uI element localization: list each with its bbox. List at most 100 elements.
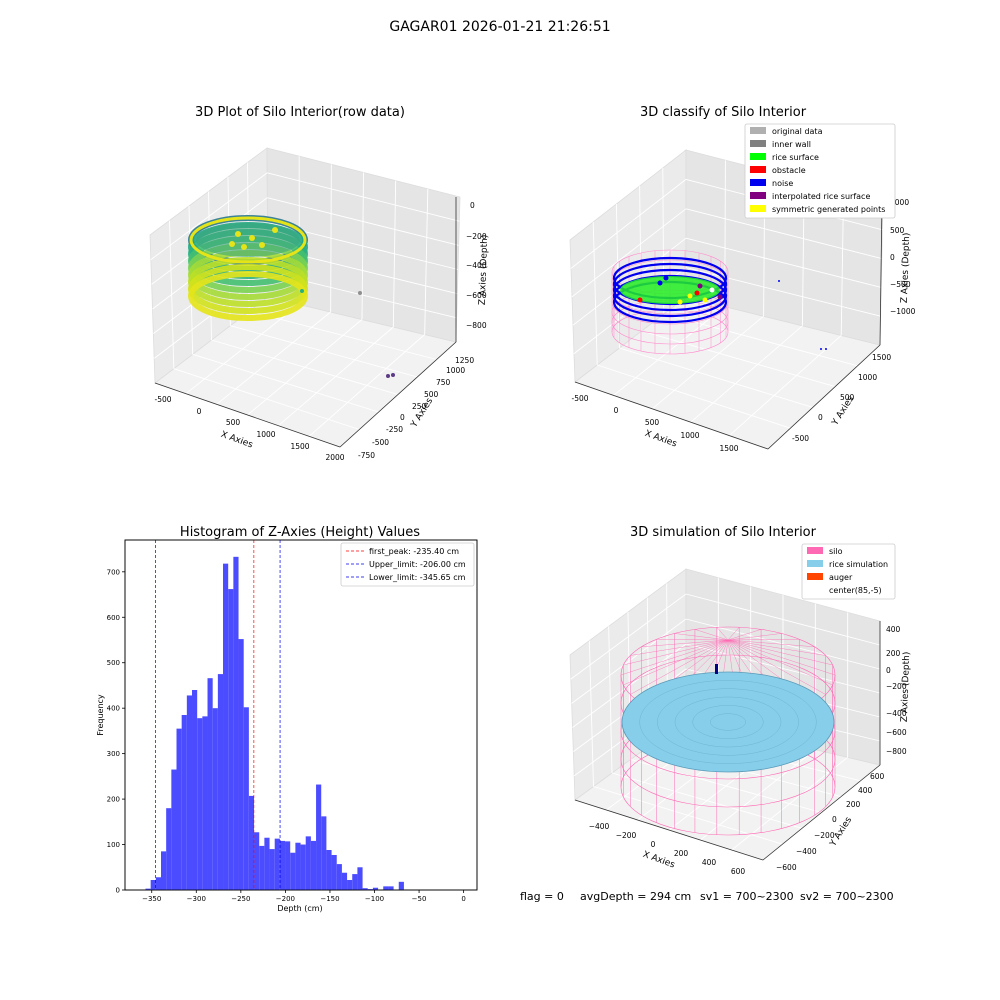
data-point xyxy=(235,231,241,237)
histogram-bar xyxy=(341,872,348,890)
x-tick-label: 1500 xyxy=(719,444,738,453)
histogram-bar xyxy=(238,639,244,890)
histogram-bar xyxy=(217,674,224,890)
x-axis-line xyxy=(154,382,341,448)
figure-title: GAGAR01 2026-01-21 21:26:51 xyxy=(389,19,610,35)
y-tick-label: 300 xyxy=(107,750,120,758)
y-axis-line xyxy=(767,344,881,450)
histogram-bar xyxy=(398,881,404,890)
z-tick-label: −800 xyxy=(886,747,907,756)
y-tick-label: 0 xyxy=(400,413,405,422)
x-tick-label: −200 xyxy=(276,895,295,903)
z-tick-label: −200 xyxy=(466,232,487,241)
z-tick-label: 200 xyxy=(886,649,901,658)
silo-roof-wire xyxy=(641,639,729,647)
y-tick-label: −600 xyxy=(776,863,797,872)
y-tick-label: 250 xyxy=(412,402,427,411)
x-tick-label: −400 xyxy=(589,822,610,831)
x-tick-label: 500 xyxy=(645,418,660,427)
grid-line xyxy=(571,208,687,298)
x-tick-label: 2000 xyxy=(325,453,344,462)
z-tick-label: −800 xyxy=(466,321,487,330)
silo-roof-wire xyxy=(727,629,762,641)
point-band xyxy=(189,216,307,264)
histogram-bar xyxy=(269,849,275,890)
data-point xyxy=(386,374,390,378)
z-tick-label: −200 xyxy=(886,682,907,691)
histogram-bar xyxy=(388,886,394,890)
grid-line xyxy=(651,315,764,410)
histogram-bar xyxy=(223,563,229,890)
classified-point xyxy=(677,299,683,305)
x-tick-label: 600 xyxy=(731,867,746,876)
rice-mesh-line xyxy=(657,688,799,756)
silo-roof-wire xyxy=(727,639,833,686)
histogram-bar xyxy=(336,864,342,890)
x-tick-label: 1500 xyxy=(290,442,309,451)
histogram-bar xyxy=(145,888,151,890)
grid-line xyxy=(729,335,842,436)
legend-swatch xyxy=(750,166,766,173)
legend-swatch xyxy=(750,192,766,199)
silo-roof-wire xyxy=(656,639,729,641)
x-tick-label: 1000 xyxy=(680,431,699,440)
rice-surface xyxy=(621,671,835,773)
histogram-y-label: Frequency xyxy=(96,694,105,736)
data-point xyxy=(300,289,304,293)
classified-point xyxy=(657,280,663,286)
rice-mesh-line xyxy=(639,680,817,764)
classified-point xyxy=(717,294,723,300)
legend-label: Upper_limit: -206.00 cm xyxy=(369,560,466,569)
y-tick-label: -250 xyxy=(386,425,403,434)
silo-roof-wire xyxy=(630,639,729,695)
y-tick-label: -500 xyxy=(792,434,809,443)
x-tick-label: −150 xyxy=(320,895,339,903)
simulation-legend: silo rice simulation auger center(85,-5) xyxy=(801,543,896,600)
y-tick-label: 0 xyxy=(818,413,823,422)
y-tick-label: -750 xyxy=(358,451,375,460)
histogram-bar xyxy=(305,836,311,890)
grid-line xyxy=(685,267,881,317)
z-tick-label: −1000 xyxy=(890,307,916,316)
x-tick-label: −300 xyxy=(187,895,206,903)
y-tick-label: 700 xyxy=(107,568,120,576)
legend-frame xyxy=(340,542,475,587)
histogram-bar xyxy=(326,850,332,890)
y-tick-label: 1000 xyxy=(858,373,877,382)
classified-point xyxy=(709,287,715,293)
x-tick-label: -500 xyxy=(571,394,588,403)
status-sv1: sv1 = 700~2300 xyxy=(700,890,794,903)
classified-point xyxy=(694,290,700,296)
y-tick-label: -500 xyxy=(372,438,389,447)
silo-roof-wire xyxy=(674,633,729,641)
z-tick-label: 0 xyxy=(470,201,475,210)
histogram-bar xyxy=(331,855,337,890)
histogram-bar xyxy=(285,841,291,890)
histogram-bar xyxy=(212,708,218,890)
histogram-bar xyxy=(161,851,167,890)
panel-raw-data: 3D Plot of Silo Interior(row data) -500 0… xyxy=(149,105,490,462)
data-point xyxy=(259,242,265,248)
rice-mesh-line xyxy=(674,696,782,748)
point-band xyxy=(188,271,308,321)
histogram-bar xyxy=(274,838,280,890)
z-axis-label: Z Axies (Depth) xyxy=(900,652,912,723)
legend-label: rice surface xyxy=(772,153,819,162)
data-point xyxy=(391,373,395,377)
legend-swatch xyxy=(807,547,823,554)
classify-legend: original data inner wall rice surface obsta… xyxy=(744,123,896,219)
status-line: flag = 0 avgDepth = 294 cm sv1 = 700~230… xyxy=(520,890,894,903)
histogram-bar xyxy=(197,718,203,890)
legend-swatch xyxy=(807,573,823,580)
legend-label: obstacle xyxy=(772,166,806,175)
histogram-bar xyxy=(207,678,213,890)
histogram-bar xyxy=(362,888,368,890)
legend-swatch xyxy=(750,153,766,160)
data-point xyxy=(272,227,278,233)
grid-line xyxy=(613,306,726,396)
x-axis-label: X Axies xyxy=(643,429,678,450)
grid-line xyxy=(619,347,813,408)
silo-roof-wire xyxy=(694,629,729,641)
y-tick-label: 500 xyxy=(424,390,439,399)
grid-line xyxy=(690,325,803,423)
